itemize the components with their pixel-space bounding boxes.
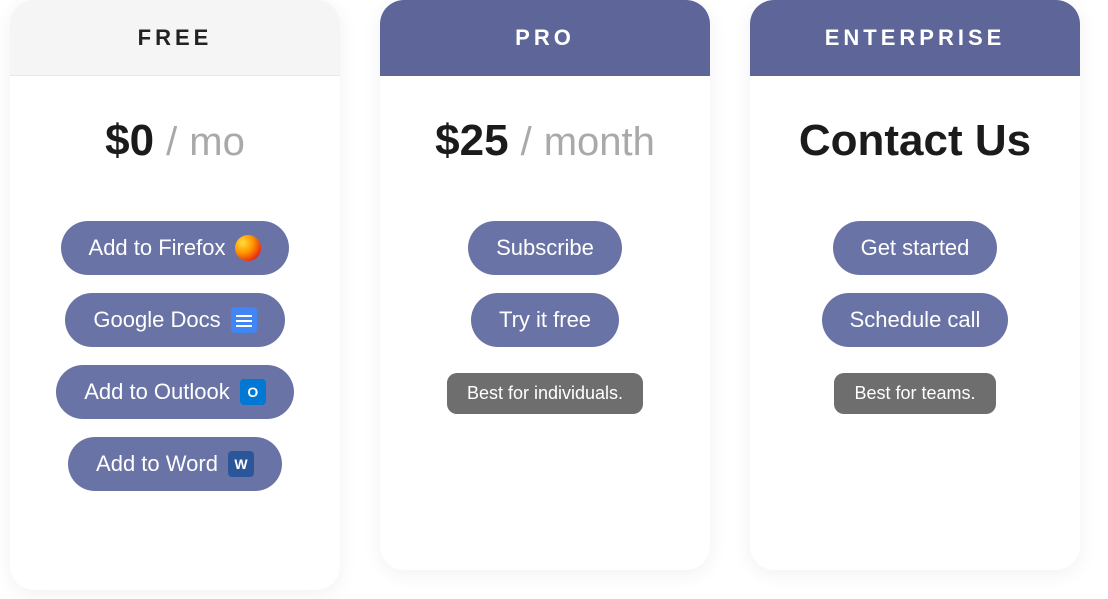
button-label: Try it free — [499, 307, 591, 333]
button-label: Google Docs — [93, 307, 220, 333]
plan-card-pro: PRO $25 / month Subscribe Try it free Be… — [380, 0, 710, 570]
button-label: Add to Outlook — [84, 379, 230, 405]
google-docs-button[interactable]: Google Docs — [65, 293, 284, 347]
button-label: Add to Firefox — [89, 235, 226, 261]
button-label: Schedule call — [850, 307, 981, 333]
schedule-call-button[interactable]: Schedule call — [822, 293, 1009, 347]
price-amount-free: $0 — [105, 116, 154, 166]
add-to-word-button[interactable]: Add to Word — [68, 437, 282, 491]
word-icon — [228, 451, 254, 477]
price-separator-free: / — [166, 120, 177, 165]
outlook-icon — [240, 379, 266, 405]
plan-badge-enterprise: Best for teams. — [834, 373, 995, 414]
price-period-free: mo — [189, 120, 245, 165]
price-amount-pro: $25 — [435, 116, 508, 166]
price-separator-pro: / — [521, 120, 532, 165]
button-list-free: Add to Firefox Google Docs Add to Outloo… — [10, 221, 340, 491]
price-period-pro: month — [544, 120, 655, 165]
plan-title-pro: PRO — [380, 0, 710, 76]
plan-title-free: FREE — [10, 0, 340, 76]
plan-card-free: FREE $0 / mo Add to Firefox Google Docs … — [10, 0, 340, 590]
subscribe-button[interactable]: Subscribe — [468, 221, 622, 275]
pricing-table: FREE $0 / mo Add to Firefox Google Docs … — [0, 0, 1108, 590]
firefox-icon — [235, 235, 261, 261]
try-free-button[interactable]: Try it free — [471, 293, 619, 347]
add-to-outlook-button[interactable]: Add to Outlook — [56, 365, 294, 419]
plan-title-enterprise: ENTERPRISE — [750, 0, 1080, 76]
button-label: Subscribe — [496, 235, 594, 261]
plan-card-enterprise: ENTERPRISE Contact Us Get started Schedu… — [750, 0, 1080, 570]
button-list-pro: Subscribe Try it free — [380, 221, 710, 347]
price-row-free: $0 / mo — [105, 116, 245, 166]
get-started-button[interactable]: Get started — [833, 221, 998, 275]
button-list-enterprise: Get started Schedule call — [750, 221, 1080, 347]
button-label: Add to Word — [96, 451, 218, 477]
button-label: Get started — [861, 235, 970, 261]
add-to-firefox-button[interactable]: Add to Firefox — [61, 221, 290, 275]
enterprise-headline: Contact Us — [799, 116, 1031, 166]
plan-badge-pro: Best for individuals. — [447, 373, 643, 414]
google-docs-icon — [231, 307, 257, 333]
price-row-pro: $25 / month — [435, 116, 655, 166]
